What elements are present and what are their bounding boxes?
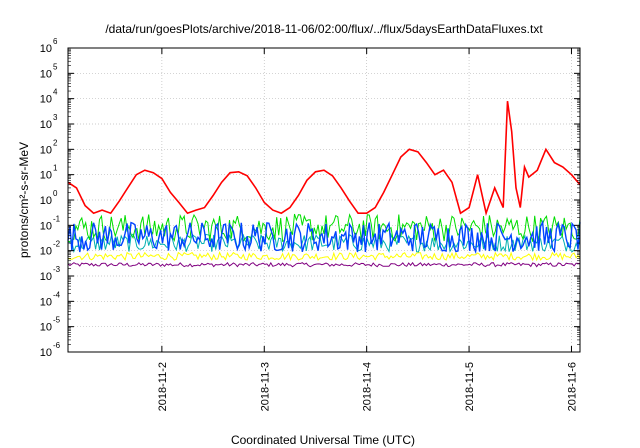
y-tick-exponent: 4 [53,88,58,97]
y-tick-label: 10 [40,322,52,334]
x-tick-label: 2018-11-5 [464,362,476,411]
y-tick-label: 10 [40,68,52,80]
x-tick-label: 2018-11-3 [259,362,271,411]
x-tick-label: 2018-11-2 [157,362,169,411]
y-tick-exponent: -5 [53,316,61,325]
y-tick-label: 10 [40,119,52,131]
y-tick-label: 10 [40,195,52,207]
y-tick-label: 10 [40,296,52,308]
series-line [67,232,581,254]
y-tick-exponent: 1 [53,164,58,173]
y-tick-exponent: 5 [53,62,58,71]
series-line [67,261,581,268]
series-layer [67,100,581,268]
y-tick-exponent: -3 [53,265,61,274]
y-tick-exponent: 2 [53,138,58,147]
series-line [67,213,581,243]
y-tick-exponent: -1 [53,214,61,223]
y-tick-label: 10 [40,170,52,182]
y-tick-label: 10 [40,144,52,156]
y-tick-label: 10 [40,94,52,106]
y-tick-label: 10 [40,220,52,232]
chart-title: /data/run/goesPlots/archive/2018-11-06/0… [105,22,543,36]
y-tick-exponent: -2 [53,240,61,249]
y-tick-label: 10 [40,43,52,55]
y-tick-exponent: 0 [53,189,58,198]
series-line [67,251,581,262]
y-tick-exponent: 6 [53,37,58,46]
x-axis: 2018-11-2 2018-11-3 2018-11-4 2018-11-5 2018… [157,48,578,411]
y-axis: 10610510410310210110010-110-210-310-410-… [40,37,580,359]
y-tick-label: 10 [40,246,52,258]
y-axis-label: protons/cm²-s-sr-MeV [17,142,31,258]
y-tick-exponent: 3 [53,113,58,122]
y-tick-exponent: -6 [53,341,61,350]
series-line [67,100,581,217]
y-tick-label: 10 [40,271,52,283]
y-tick-label: 10 [40,347,52,359]
x-tick-label: 2018-11-4 [362,362,374,411]
x-tick-label: 2018-11-6 [566,362,578,411]
y-tick-exponent: -4 [53,290,61,299]
x-axis-label: Coordinated Universal Time (UTC) [231,433,415,447]
series-line [67,219,581,255]
